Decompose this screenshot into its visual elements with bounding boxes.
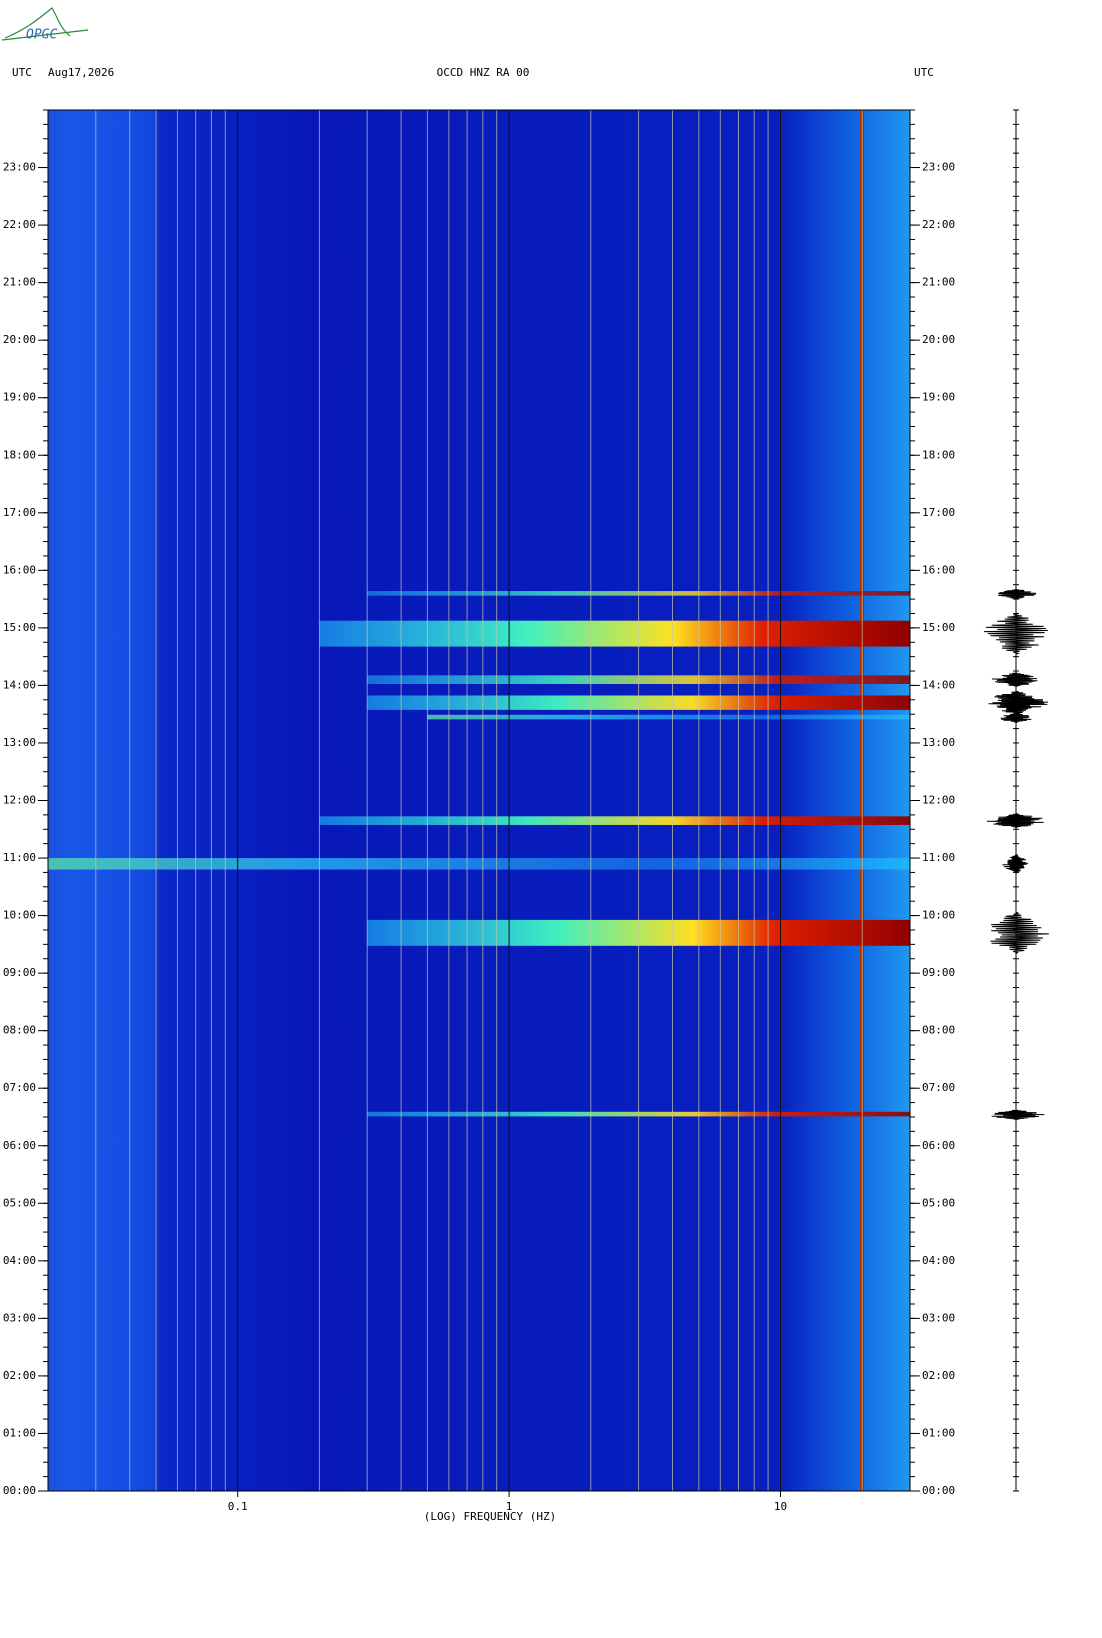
y-tick-label: 09:00 bbox=[3, 966, 36, 979]
y-tick-label: 03:00 bbox=[3, 1311, 36, 1324]
y-tick-label: 16:00 bbox=[922, 563, 955, 576]
seismogram-burst bbox=[991, 1109, 1045, 1121]
y-tick-label: 17:00 bbox=[3, 506, 36, 519]
logo-mark bbox=[1, 7, 89, 41]
y-tick-label: 22:00 bbox=[3, 218, 36, 231]
header-zone: UTC bbox=[914, 66, 934, 79]
y-tick-label: 10:00 bbox=[3, 909, 36, 922]
header-date: Aug17,2026 bbox=[48, 66, 114, 79]
y-tick-label: 19:00 bbox=[922, 391, 955, 404]
y-tick-label: 18:00 bbox=[922, 448, 955, 461]
y-tick-label: 02:00 bbox=[3, 1369, 36, 1382]
x-tick-label: 0.1 bbox=[228, 1500, 248, 1513]
y-tick-label: 00:00 bbox=[922, 1484, 955, 1497]
y-tick-label: 05:00 bbox=[3, 1196, 36, 1209]
y-tick-label: 21:00 bbox=[922, 276, 955, 289]
seismogram-burst bbox=[990, 911, 1049, 955]
y-tick-label: 06:00 bbox=[3, 1139, 36, 1152]
seismogram-burst bbox=[983, 612, 1048, 655]
seismogram-burst bbox=[991, 672, 1038, 688]
y-tick-label: 12:00 bbox=[3, 794, 36, 807]
y-tick-label: 03:00 bbox=[922, 1311, 955, 1324]
y-tick-label: 05:00 bbox=[922, 1196, 955, 1209]
y-tick-label: 18:00 bbox=[3, 448, 36, 461]
header-zone: UTC bbox=[12, 66, 32, 79]
y-tick-label: 10:00 bbox=[922, 909, 955, 922]
y-tick-label: 15:00 bbox=[922, 621, 955, 634]
y-tick-label: 19:00 bbox=[3, 391, 36, 404]
y-tick-label: 01:00 bbox=[3, 1426, 36, 1439]
y-tick-label: 23:00 bbox=[3, 161, 36, 174]
x-tick-label: 10 bbox=[774, 1500, 787, 1513]
y-tick-label: 12:00 bbox=[922, 794, 955, 807]
y-tick-label: 07:00 bbox=[3, 1081, 36, 1094]
y-tick-label: 20:00 bbox=[922, 333, 955, 346]
event-band bbox=[48, 858, 910, 870]
logo: OPGC bbox=[26, 28, 57, 43]
y-tick-label: 14:00 bbox=[922, 678, 955, 691]
y-tick-label: 13:00 bbox=[3, 736, 36, 749]
y-tick-label: 08:00 bbox=[922, 1024, 955, 1037]
y-tick-label: 07:00 bbox=[922, 1081, 955, 1094]
plot-area bbox=[48, 110, 910, 1491]
x-tick-label: 1 bbox=[506, 1500, 513, 1513]
y-tick-label: 21:00 bbox=[3, 276, 36, 289]
y-tick-label: 13:00 bbox=[922, 736, 955, 749]
y-tick-label: 23:00 bbox=[922, 161, 955, 174]
y-tick-label: 11:00 bbox=[3, 851, 36, 864]
y-tick-label: 04:00 bbox=[922, 1254, 955, 1267]
y-tick-label: 15:00 bbox=[3, 621, 36, 634]
y-tick-label: 04:00 bbox=[3, 1254, 36, 1267]
y-tick-label: 06:00 bbox=[922, 1139, 955, 1152]
y-tick-label: 09:00 bbox=[922, 966, 955, 979]
event-band bbox=[427, 714, 910, 720]
chart-title: OCCD HNZ RA 00 bbox=[437, 66, 530, 79]
y-tick-label: 17:00 bbox=[922, 506, 955, 519]
event-band bbox=[319, 816, 910, 825]
y-tick-label: 22:00 bbox=[922, 218, 955, 231]
y-tick-label: 16:00 bbox=[3, 563, 36, 576]
plot-frame bbox=[47, 109, 911, 1492]
y-tick-label: 01:00 bbox=[922, 1426, 955, 1439]
y-tick-label: 08:00 bbox=[3, 1024, 36, 1037]
y-tick-label: 11:00 bbox=[922, 851, 955, 864]
y-tick-label: 14:00 bbox=[3, 678, 36, 691]
seismogram-burst bbox=[986, 813, 1044, 828]
seismogram-burst bbox=[998, 588, 1037, 600]
y-tick-label: 00:00 bbox=[3, 1484, 36, 1497]
x-axis-label: (LOG) FREQUENCY (HZ) bbox=[424, 1510, 556, 1523]
seismogram-burst bbox=[988, 690, 1049, 715]
y-tick-label: 02:00 bbox=[922, 1369, 955, 1382]
event-band bbox=[319, 620, 910, 647]
y-tick-label: 20:00 bbox=[3, 333, 36, 346]
